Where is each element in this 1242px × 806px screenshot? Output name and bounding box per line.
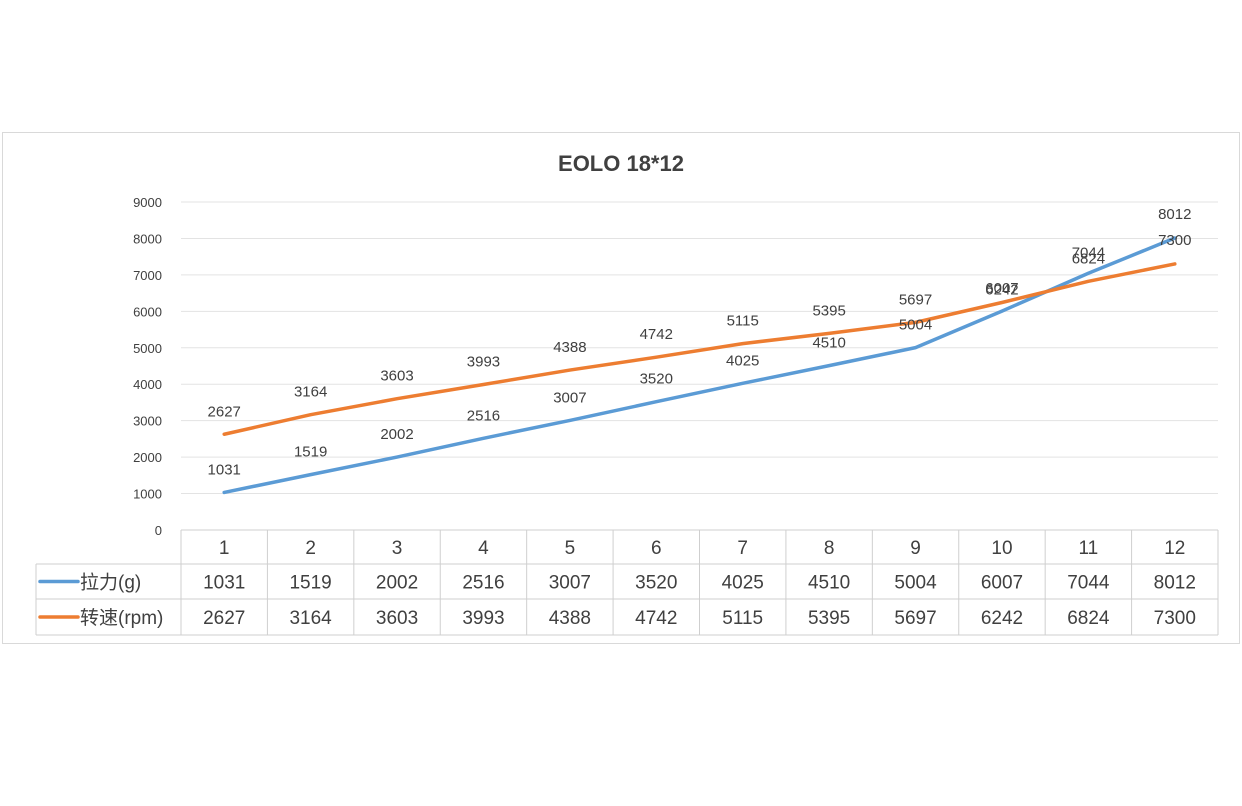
series-line-2 xyxy=(222,262,1177,437)
table-cell: 1031 xyxy=(203,573,245,594)
table-category: 8 xyxy=(824,538,835,559)
data-label: 7044 xyxy=(1072,244,1105,261)
data-label: 3007 xyxy=(553,389,586,406)
table-cell: 6242 xyxy=(981,608,1023,629)
series-line-1 xyxy=(222,236,1177,495)
data-label: 4742 xyxy=(640,326,673,343)
y-tick-label: 1000 xyxy=(133,487,162,502)
data-label: 1519 xyxy=(294,444,327,461)
chart-frame xyxy=(2,132,1240,644)
y-tick-label: 0 xyxy=(155,523,162,538)
table-cell: 3164 xyxy=(289,608,332,629)
data-label: 5395 xyxy=(812,302,845,319)
y-tick-label: 4000 xyxy=(133,377,162,392)
y-tick-label: 8000 xyxy=(133,231,162,246)
data-label: 6824 xyxy=(1072,250,1105,267)
table-category: 2 xyxy=(305,538,316,559)
data-label: 3520 xyxy=(640,371,673,388)
table-cell: 7044 xyxy=(1067,573,1110,594)
y-tick-label: 7000 xyxy=(133,268,162,283)
table-cell: 8012 xyxy=(1154,573,1196,594)
data-label: 1031 xyxy=(208,461,241,478)
table-cell: 2627 xyxy=(203,608,245,629)
legend-label: 转速(rpm) xyxy=(80,607,163,629)
table-cell: 4510 xyxy=(808,573,850,594)
data-label: 6007 xyxy=(985,280,1018,297)
table-cell: 4388 xyxy=(549,608,591,629)
table-category: 4 xyxy=(478,538,489,559)
data-label: 2002 xyxy=(380,426,413,443)
y-tick-label: 3000 xyxy=(133,414,162,429)
table-cell: 5395 xyxy=(808,608,850,629)
table-category: 9 xyxy=(910,538,921,559)
data-label: 6242 xyxy=(985,282,1018,299)
table-cell: 3520 xyxy=(635,573,677,594)
y-tick-label: 2000 xyxy=(133,450,162,465)
data-label: 8012 xyxy=(1158,206,1191,223)
table-cell: 3993 xyxy=(462,608,504,629)
data-label: 5115 xyxy=(727,313,759,330)
data-label: 4025 xyxy=(726,352,759,369)
table-cell: 2516 xyxy=(462,573,504,594)
table-cell: 6007 xyxy=(981,573,1023,594)
table-category: 5 xyxy=(565,538,576,559)
table-category: 12 xyxy=(1164,538,1185,559)
table-category: 6 xyxy=(651,538,662,559)
table-cell: 6824 xyxy=(1067,608,1110,629)
data-label: 2516 xyxy=(467,407,500,424)
table-cell: 2002 xyxy=(376,573,418,594)
data-label: 2627 xyxy=(208,403,241,420)
data-label: 4510 xyxy=(812,335,845,352)
chart-title: EOLO 18*12 xyxy=(558,151,684,176)
table-cell: 3007 xyxy=(549,573,591,594)
data-label: 5004 xyxy=(899,317,932,334)
table-cell: 7300 xyxy=(1154,608,1196,629)
legend-label: 拉力(g) xyxy=(80,572,141,594)
table-category: 7 xyxy=(737,538,748,559)
table-category: 11 xyxy=(1079,538,1099,559)
table-cell: 3603 xyxy=(376,608,418,629)
data-label: 3993 xyxy=(467,353,500,370)
table-cell: 5115 xyxy=(722,608,763,629)
data-label: 7300 xyxy=(1158,232,1191,249)
data-label: 3164 xyxy=(294,384,327,401)
y-tick-label: 5000 xyxy=(133,341,162,356)
y-tick-label: 9000 xyxy=(133,195,162,210)
data-label: 4388 xyxy=(553,339,586,356)
table-cell: 4025 xyxy=(722,573,764,594)
table-category: 3 xyxy=(392,538,403,559)
table-category: 1 xyxy=(219,538,230,559)
table-category: 10 xyxy=(991,538,1012,559)
y-tick-label: 6000 xyxy=(133,304,162,319)
data-label: 5697 xyxy=(899,291,932,308)
table-cell: 5004 xyxy=(894,573,937,594)
table-cell: 5697 xyxy=(894,608,936,629)
table-cell: 1519 xyxy=(289,573,331,594)
table-cell: 4742 xyxy=(635,608,677,629)
data-label: 3603 xyxy=(380,368,413,385)
